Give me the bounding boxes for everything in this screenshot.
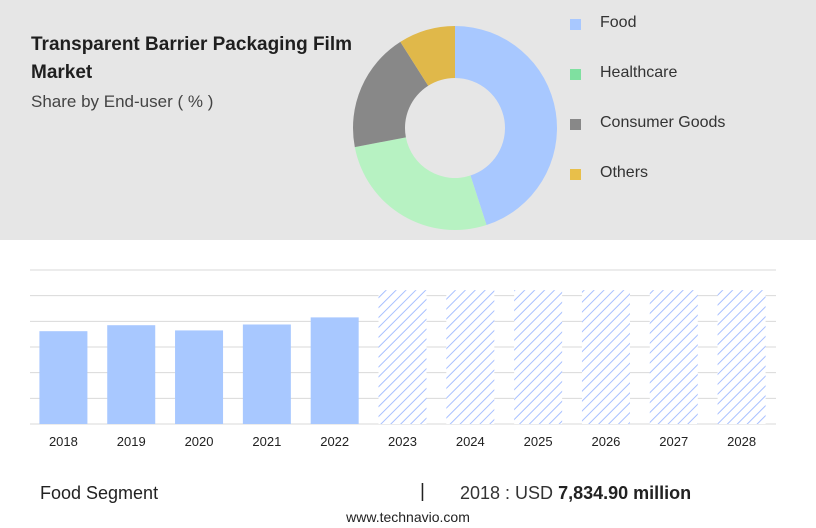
legend-item-consumer-goods: Consumer Goods: [570, 112, 770, 136]
x-tick-label-2027: 2027: [659, 434, 688, 449]
chart-subtitle: Share by End-user ( % ): [31, 92, 214, 111]
x-tick-label-2018: 2018: [49, 434, 78, 449]
bar-2027: [649, 290, 698, 424]
donut-slice-others: [400, 26, 455, 86]
x-tick-label-2024: 2024: [456, 434, 485, 449]
segment-value: 2018 : USD 7,834.90 million: [460, 483, 691, 504]
bar-2025: [514, 290, 563, 424]
legend-item-food: Food: [570, 12, 770, 36]
donut-slice-healthcare: [354, 137, 487, 231]
x-tick-label-2025: 2025: [524, 434, 553, 449]
bar-2024: [446, 290, 495, 424]
legend-label-food: Food: [600, 14, 637, 31]
donut-slice-food: [455, 26, 557, 226]
bar-2028: [717, 290, 766, 424]
bar-2021: [242, 324, 291, 424]
bar-2022: [310, 317, 359, 424]
legend-label-others: Others: [600, 164, 649, 181]
x-tick-label-2023: 2023: [388, 434, 417, 449]
bar-2020: [175, 330, 224, 424]
bar-2023: [378, 290, 427, 424]
donut-chart: [353, 26, 557, 231]
legend-swatch-others: [570, 169, 581, 180]
bar-2026: [581, 290, 630, 424]
bar-2018: [39, 331, 88, 424]
x-tick-label-2022: 2022: [320, 434, 349, 449]
segment-value-amount: 7,834.90 million: [558, 483, 692, 503]
legend-item-healthcare: Healthcare: [570, 62, 770, 86]
x-tick-label-2020: 2020: [185, 434, 214, 449]
legend-item-others: Others: [570, 162, 770, 186]
legend-label-consumer-goods: Consumer Goods: [600, 114, 726, 131]
x-tick-label-2026: 2026: [591, 434, 620, 449]
bar-chart: 2018 2019 2020 2021 2022 2023 2024 2025 2026 2027…: [30, 269, 776, 449]
x-tick-label-2028: 2028: [727, 434, 756, 449]
x-tick-label-2019: 2019: [117, 434, 146, 449]
segment-value-prefix: 2018 : USD: [460, 483, 554, 503]
donut-slice-consumer-goods: [353, 41, 429, 148]
source-link: www.technavio.com: [346, 509, 470, 525]
footer-divider: |: [420, 481, 425, 502]
legend-swatch-food: [570, 19, 581, 30]
x-tick-label-2021: 2021: [252, 434, 281, 449]
legend-swatch-consumer-goods: [570, 119, 581, 130]
bar-2019: [107, 325, 156, 424]
segment-label: Food Segment: [40, 483, 159, 503]
chart-title: Transparent Barrier Packaging Film Marke…: [31, 34, 353, 83]
legend-label-healthcare: Healthcare: [600, 64, 678, 81]
legend-swatch-healthcare: [570, 69, 581, 80]
